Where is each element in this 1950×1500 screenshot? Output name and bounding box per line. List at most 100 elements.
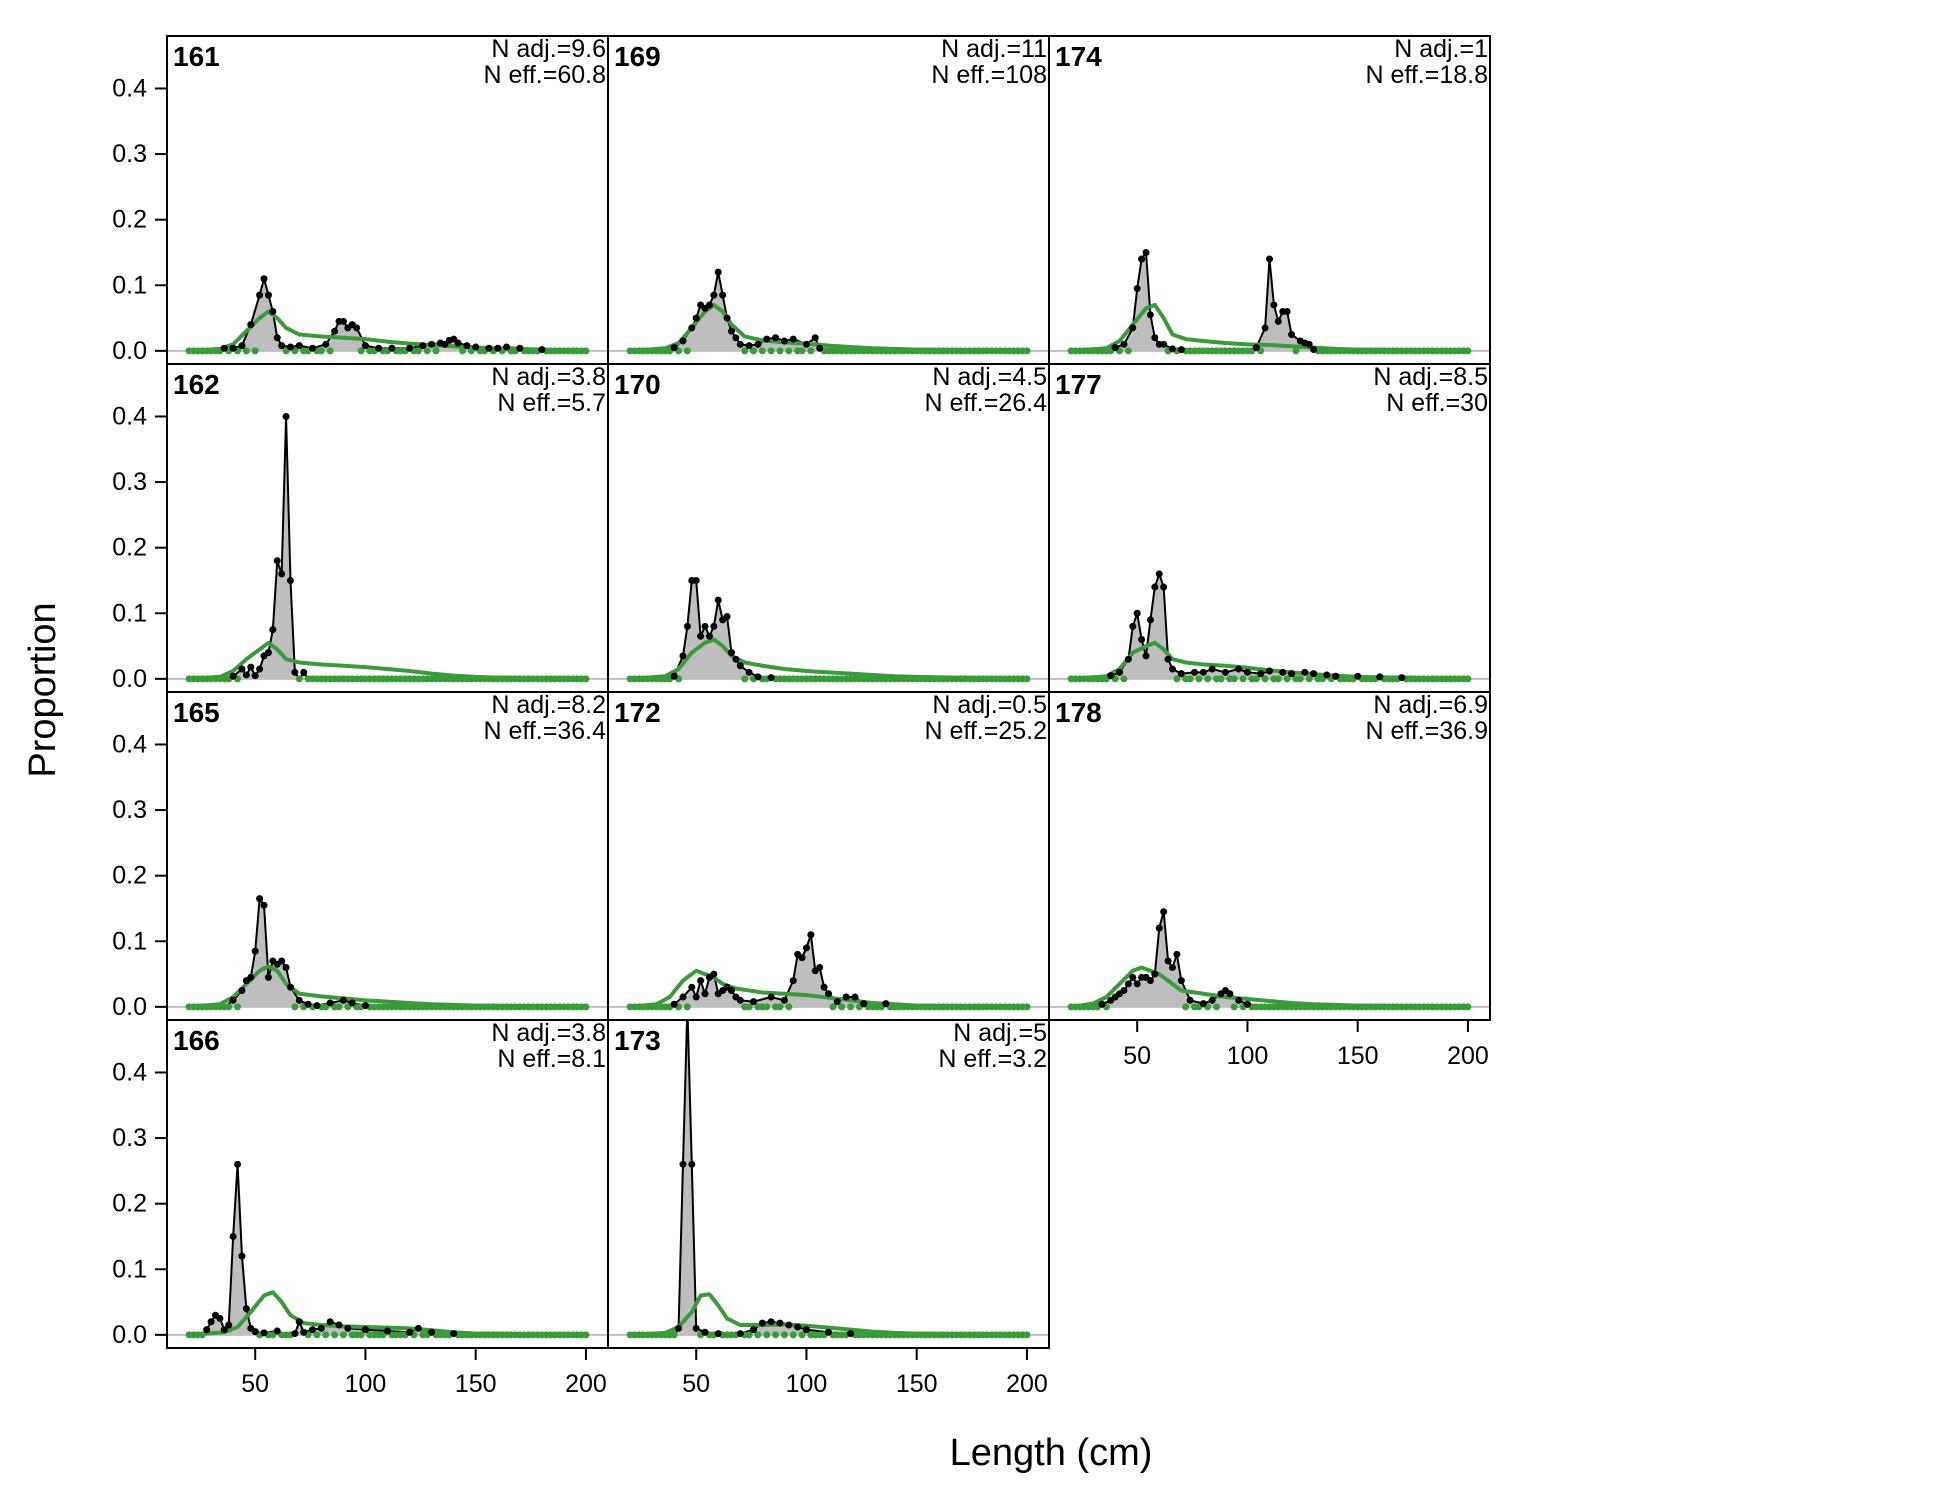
zero-point (1204, 675, 1212, 683)
observed-point (286, 983, 294, 991)
observed-point (300, 668, 308, 676)
panel-173: 173 N adj.=5N eff.=3.2 (607, 1019, 1050, 1349)
observed-point (1142, 248, 1150, 256)
observed-point (264, 973, 272, 981)
panel-n-adj: N adj.=1 (1394, 35, 1488, 63)
zero-point (326, 347, 334, 355)
zero-point (1124, 347, 1132, 355)
observed-point (313, 1002, 321, 1010)
observed-point (256, 665, 264, 673)
observed-point (1191, 668, 1199, 676)
zero-point (458, 347, 466, 355)
x-tick-label: 100 (786, 1370, 828, 1398)
observed-point (802, 340, 810, 348)
observed-point (1177, 670, 1185, 678)
observed-point (260, 275, 268, 283)
observed-point (701, 622, 709, 630)
observed-point (825, 1328, 832, 1336)
zero-point (1283, 675, 1291, 683)
observed-point (1129, 622, 1137, 630)
observed-point (798, 954, 806, 962)
observed-point (723, 314, 731, 322)
observed-point (679, 652, 687, 660)
observed-point (463, 342, 471, 350)
observed-point (789, 977, 797, 985)
zero-point (1464, 347, 1472, 355)
observed-area (1071, 252, 1468, 351)
panel-n-eff: N eff.=60.8 (483, 61, 606, 89)
observed-point (697, 632, 705, 640)
panel-plot-area (608, 1020, 1049, 1339)
observed-point (242, 671, 250, 679)
zero-point (1023, 1003, 1031, 1011)
observed-point (494, 344, 502, 352)
observed-point (816, 964, 824, 972)
zero-point (763, 1331, 771, 1339)
observed-point (216, 1314, 224, 1322)
observed-point (750, 998, 758, 1006)
observed-point (1301, 668, 1309, 676)
zero-point (357, 347, 365, 355)
observed-point (348, 999, 356, 1007)
observed-point (736, 996, 744, 1004)
zero-point (234, 1003, 242, 1011)
panel-label: 174 (1055, 41, 1102, 72)
observed-point (1173, 950, 1181, 958)
observed-line (189, 416, 586, 681)
expected-line (1070, 640, 1468, 681)
y-tick-label: 0.1 (112, 1255, 147, 1283)
y-tick-label: 0.4 (112, 1058, 147, 1086)
observed-point (1098, 1000, 1106, 1008)
observed-point (679, 993, 687, 1001)
zero-point (414, 347, 422, 355)
x-tick-label: 200 (565, 1370, 607, 1398)
panel-label: 166 (173, 1025, 220, 1056)
panel-n-eff: N eff.=26.4 (924, 389, 1047, 417)
observed-point (242, 1305, 250, 1313)
observed-point (428, 340, 436, 348)
observed-point (692, 1324, 700, 1332)
observed-point (1288, 330, 1296, 338)
observed-point (1226, 990, 1234, 998)
observed-point (1257, 670, 1265, 678)
zero-point (1213, 1003, 1221, 1011)
observed-point (273, 1327, 281, 1335)
observed-point (251, 1328, 259, 1336)
zero-point (242, 347, 250, 355)
panel-n-eff: N eff.=25.2 (924, 717, 1047, 745)
panel-n-eff: N eff.=8.1 (497, 1045, 606, 1073)
zero-point (295, 675, 303, 683)
observed-point (331, 327, 339, 335)
observed-point (406, 1328, 414, 1336)
observed-point (295, 342, 303, 350)
observed-point (701, 990, 709, 998)
observed-point (1252, 344, 1260, 352)
observed-point (842, 993, 850, 1001)
panel-n-eff: N eff.=30 (1386, 389, 1488, 417)
observed-point (736, 1330, 744, 1338)
observed-point (1133, 980, 1141, 988)
observed-point (516, 344, 524, 352)
observed-point (375, 344, 383, 352)
zero-point (291, 1003, 299, 1011)
y-tick-label: 0.2 (112, 862, 147, 890)
observed-point (1107, 672, 1115, 680)
zero-point (741, 675, 749, 683)
observed-point (256, 291, 264, 299)
zero-point (789, 1331, 797, 1339)
panel-n-adj: N adj.=9.6 (491, 35, 606, 63)
zero-point (785, 347, 793, 355)
panel-n-eff: N eff.=36.9 (1365, 717, 1488, 745)
observed-point (225, 1321, 233, 1329)
zero-point (1182, 1003, 1190, 1011)
observed-point (1186, 996, 1194, 1004)
panel-plot-area (608, 268, 1049, 355)
zero-point (1274, 675, 1282, 683)
x-tick-label: 150 (896, 1370, 938, 1398)
panel-172: 172 N adj.=0.5N eff.=25.2 (607, 691, 1050, 1021)
zero-point (754, 1331, 762, 1339)
observed-point (269, 626, 277, 634)
y-tick-label: 0.4 (112, 74, 147, 102)
observed-point (1164, 957, 1172, 965)
observed-line (630, 579, 1027, 680)
